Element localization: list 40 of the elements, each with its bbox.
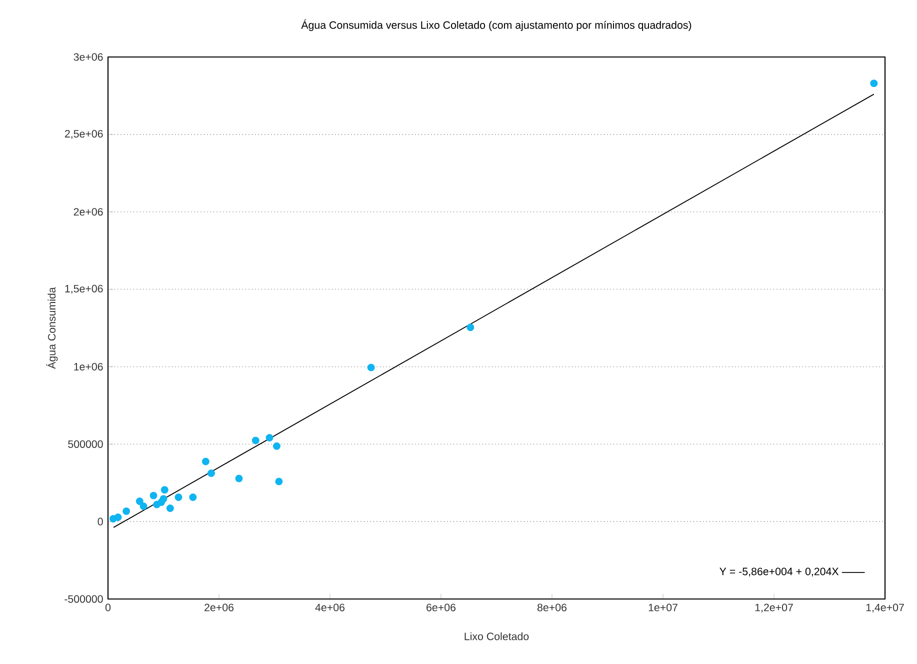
y-tick-label: -500000: [64, 595, 103, 603]
point: [252, 436, 260, 444]
x-tick-label: 2e+06: [204, 604, 234, 612]
point: [160, 486, 168, 494]
point: [870, 80, 878, 88]
point: [160, 495, 168, 503]
y-tick-label: 500000: [68, 440, 103, 448]
point: [150, 492, 158, 500]
y-tick-label: 3e+06: [74, 53, 103, 61]
x-tick-label: 4e+06: [315, 604, 345, 612]
point: [140, 502, 148, 510]
x-axis-title: Lixo Coletado: [464, 632, 529, 640]
x-tick-label: 0: [105, 604, 111, 612]
x-tick-label: 6e+06: [426, 604, 456, 612]
point: [367, 364, 375, 372]
y-tick-label: 1,5e+06: [65, 284, 103, 294]
chart-title: Água Consumida versus Lixo Coletado (com ajustamento por mínimos quadrados): [301, 19, 692, 31]
point: [235, 474, 243, 482]
point: [272, 442, 280, 450]
y-tick-label: 1e+06: [74, 362, 103, 370]
x-tick-label: 8e+06: [537, 604, 567, 612]
y-axis-title: Água Consumida: [46, 287, 58, 369]
y-tick-label: 2,5e+06: [64, 130, 103, 139]
point: [122, 507, 130, 515]
point: [166, 504, 174, 512]
point: [266, 434, 274, 442]
y-tick-label: 0: [98, 518, 103, 526]
point: [275, 478, 283, 486]
y-tick-label: 2e+06: [74, 208, 103, 216]
point: [466, 324, 474, 332]
point: [114, 514, 122, 521]
legend-label: Y = -5,86e+004 + 0,204X: [720, 568, 839, 576]
point: [189, 494, 197, 501]
x-tick-label: 1e+07: [648, 604, 678, 612]
x-tick-label: 1,4e+07: [866, 604, 904, 613]
point: [202, 458, 210, 466]
point: [136, 498, 144, 506]
point: [207, 470, 215, 477]
x-tick-label: 1,2e+07: [755, 604, 793, 613]
point: [174, 494, 182, 501]
